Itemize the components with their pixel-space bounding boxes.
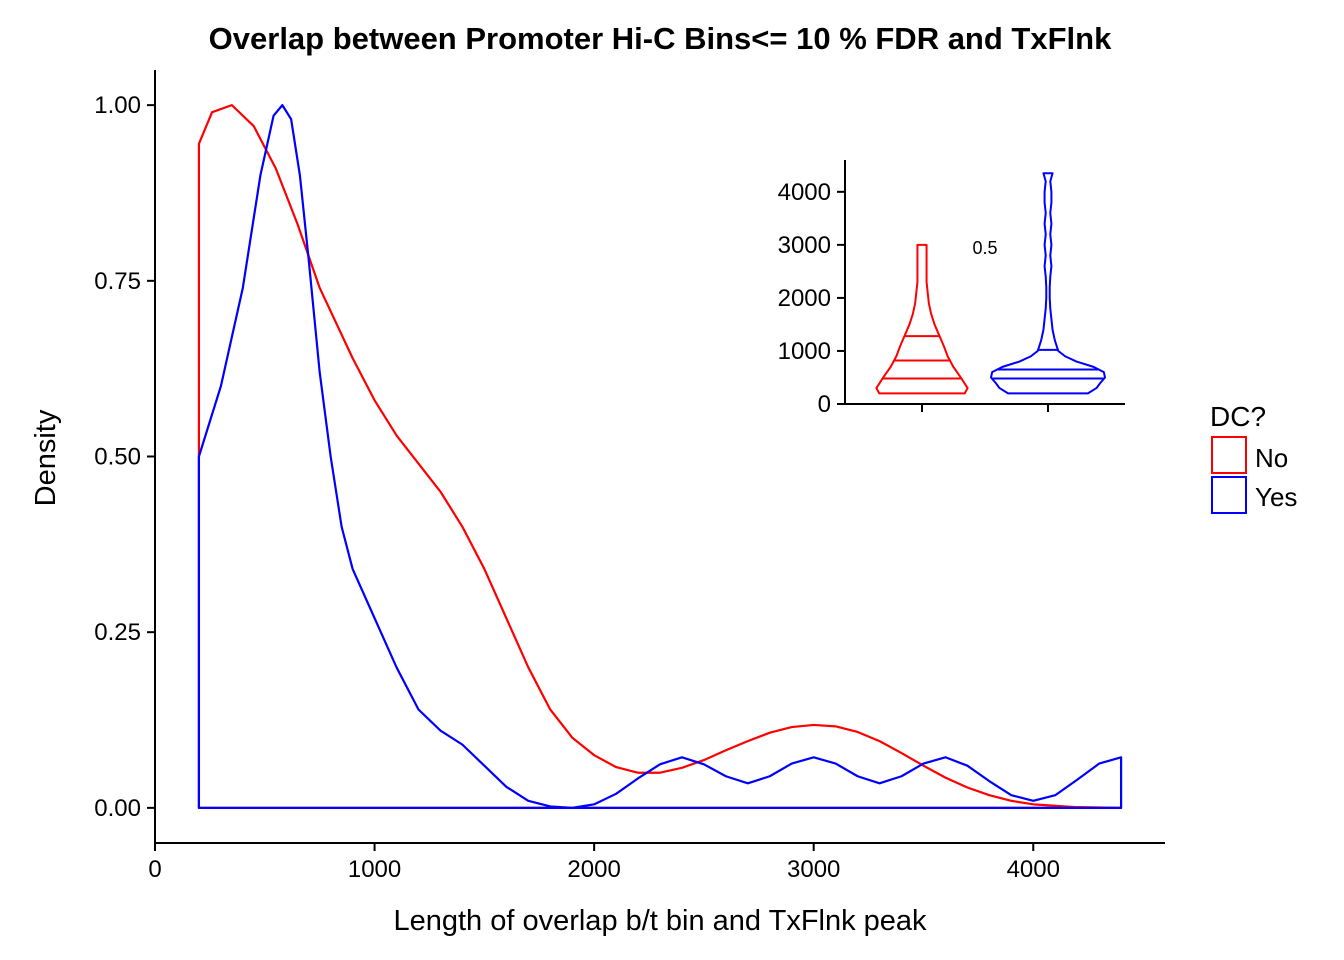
inset-y-tick-label: 0	[818, 391, 831, 418]
main-plot-axes	[154, 70, 1165, 844]
legend-label-yes: Yes	[1255, 482, 1297, 512]
inset-annotation: 0.5	[972, 238, 997, 258]
density-series	[197, 104, 1123, 809]
legend-label-no: No	[1255, 443, 1288, 473]
legend-key-no	[1211, 436, 1247, 474]
legend-key-yes	[1211, 476, 1247, 514]
x-tick-label: 2000	[567, 856, 620, 883]
inset-violins	[875, 172, 1106, 395]
y-tick-label: 0.00	[94, 795, 141, 822]
inset-y-tick-label: 2000	[778, 285, 831, 312]
y-tick-label: 1.00	[94, 92, 141, 119]
density-line-yes	[197, 104, 1123, 809]
y-tick-label: 0.50	[94, 444, 141, 471]
x-tick-label: 0	[148, 856, 161, 883]
chart-title: Overlap between Promoter Hi-C Bins<= 10 …	[209, 21, 1112, 56]
violin-yes	[990, 172, 1106, 395]
x-tick-label: 1000	[348, 856, 401, 883]
legend: DC? No Yes	[1210, 401, 1297, 514]
x-tick-label: 3000	[787, 856, 840, 883]
legend-title: DC?	[1210, 401, 1266, 432]
inset-ticks: 0 1000 2000 3000 4000	[778, 179, 1049, 418]
density-line-no	[197, 104, 1123, 809]
inset-y-tick-label: 3000	[778, 232, 831, 259]
inset-y-tick-label: 1000	[778, 338, 831, 365]
violin-no	[875, 243, 969, 395]
x-axis-title: Length of overlap b/t bin and TxFlnk pea…	[393, 905, 927, 937]
y-axis-title: Density	[30, 409, 62, 506]
y-tick-label: 0.25	[94, 619, 141, 646]
inset-violin-plot: 0 1000 2000 3000 4000 0.5	[778, 160, 1125, 418]
x-tick-label: 4000	[1007, 856, 1060, 883]
inset-y-tick-label: 4000	[778, 179, 831, 206]
y-tick-label: 0.75	[94, 268, 141, 295]
